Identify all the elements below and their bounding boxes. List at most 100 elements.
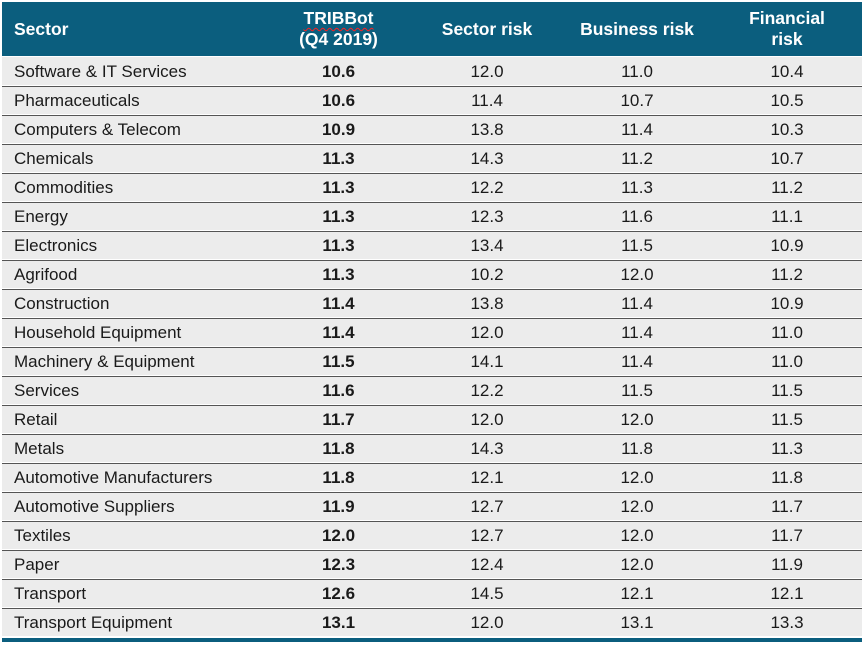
cell-financial-risk: 10.5 bbox=[770, 90, 804, 110]
table-row: Chemicals 11.3 14.3 11.2 10.7 bbox=[2, 144, 862, 172]
cell-sector-risk: 12.3 bbox=[470, 206, 504, 226]
cell-business-risk: 11.6 bbox=[621, 206, 653, 226]
cell-tribbot-score: 10.9 bbox=[321, 119, 356, 139]
cell-business-risk: 11.4 bbox=[621, 351, 653, 371]
col-header-business-risk: Business risk bbox=[580, 18, 694, 39]
cell-financial-risk: 10.4 bbox=[770, 61, 804, 81]
cell-tribbot-score: 11.3 bbox=[322, 206, 355, 226]
cell-financial-risk: 11.8 bbox=[771, 467, 803, 487]
cell-sector-risk: 12.0 bbox=[470, 612, 504, 632]
cell-sector-risk: 12.0 bbox=[470, 322, 504, 342]
cell-sector-risk: 10.2 bbox=[470, 264, 504, 284]
cell-sector-name: Pharmaceuticals bbox=[14, 90, 140, 110]
cell-financial-risk: 11.9 bbox=[771, 554, 803, 574]
table-row: Automotive Suppliers 11.9 12.7 12.0 11.7 bbox=[2, 492, 862, 520]
col-header-tribbot-word: TRIBBot bbox=[265, 8, 412, 29]
col-header-sector: Sector bbox=[14, 18, 69, 39]
cell-sector-risk: 14.3 bbox=[470, 438, 504, 458]
table-body: Software & IT Services 10.6 12.0 11.0 10… bbox=[2, 57, 862, 636]
cell-sector-risk: 14.3 bbox=[470, 148, 504, 168]
cell-business-risk: 11.8 bbox=[621, 438, 653, 458]
cell-sector-risk: 13.8 bbox=[470, 293, 504, 313]
cell-tribbot-score: 11.8 bbox=[322, 438, 355, 458]
cell-business-risk: 11.5 bbox=[621, 235, 653, 255]
cell-financial-risk: 11.2 bbox=[771, 264, 803, 284]
cell-sector-name: Construction bbox=[14, 293, 110, 313]
cell-sector-risk: 13.4 bbox=[470, 235, 504, 255]
cell-sector-risk: 14.5 bbox=[470, 583, 504, 603]
cell-sector-risk: 12.7 bbox=[470, 496, 504, 516]
cell-sector-name: Electronics bbox=[14, 235, 98, 255]
cell-business-risk: 11.2 bbox=[621, 148, 653, 168]
cell-financial-risk: 11.5 bbox=[771, 380, 803, 400]
cell-sector-name: Services bbox=[14, 380, 80, 400]
table-row: Transport Equipment 13.1 12.0 13.1 13.3 bbox=[2, 608, 862, 636]
table-row: Agrifood 11.3 10.2 12.0 11.2 bbox=[2, 260, 862, 288]
cell-business-risk: 11.5 bbox=[621, 380, 653, 400]
table-row: Automotive Manufacturers 11.8 12.1 12.0 … bbox=[2, 463, 862, 491]
cell-business-risk: 11.3 bbox=[621, 177, 653, 197]
cell-sector-name: Chemicals bbox=[14, 148, 94, 168]
cell-sector-name: Software & IT Services bbox=[14, 61, 187, 81]
col-header-financial-risk: Financial risk bbox=[712, 8, 862, 50]
cell-business-risk: 11.4 bbox=[621, 293, 653, 313]
cell-financial-risk: 11.5 bbox=[771, 409, 803, 429]
table-row: Retail 11.7 12.0 12.0 11.5 bbox=[2, 405, 862, 433]
col-header-financial-risk-line2: risk bbox=[771, 29, 803, 49]
cell-sector-name: Retail bbox=[14, 409, 58, 429]
table-header-row: Sector TRIBBot (Q4 2019) Sector risk Bus… bbox=[2, 2, 862, 56]
cell-tribbot-score: 12.3 bbox=[321, 554, 356, 574]
cell-tribbot-score: 10.6 bbox=[321, 90, 356, 110]
cell-financial-risk: 11.0 bbox=[771, 351, 803, 371]
cell-tribbot-score: 11.4 bbox=[322, 322, 355, 342]
cell-sector-name: Automotive Suppliers bbox=[14, 496, 175, 516]
col-header-tribbot-period: (Q4 2019) bbox=[299, 29, 378, 49]
cell-financial-risk: 11.3 bbox=[771, 438, 803, 458]
cell-sector-name: Household Equipment bbox=[14, 322, 182, 342]
cell-business-risk: 12.1 bbox=[620, 583, 654, 603]
cell-sector-risk: 12.0 bbox=[470, 409, 504, 429]
cell-tribbot-score: 11.3 bbox=[322, 148, 355, 168]
cell-tribbot-score: 13.1 bbox=[321, 612, 356, 632]
cell-sector-name: Transport Equipment bbox=[14, 612, 173, 632]
table-row: Construction 11.4 13.8 11.4 10.9 bbox=[2, 289, 862, 317]
cell-tribbot-score: 11.3 bbox=[322, 264, 355, 284]
cell-sector-name: Textiles bbox=[14, 525, 71, 545]
cell-tribbot-score: 11.3 bbox=[322, 235, 355, 255]
cell-sector-risk: 12.4 bbox=[470, 554, 504, 574]
cell-financial-risk: 11.1 bbox=[771, 206, 803, 226]
cell-sector-risk: 12.0 bbox=[470, 61, 504, 81]
cell-tribbot-score: 11.7 bbox=[322, 409, 355, 429]
cell-sector-name: Agrifood bbox=[14, 264, 78, 284]
cell-sector-risk: 12.7 bbox=[470, 525, 504, 545]
cell-business-risk: 12.0 bbox=[620, 554, 654, 574]
table-row: Pharmaceuticals 10.6 11.4 10.7 10.5 bbox=[2, 86, 862, 114]
cell-tribbot-score: 11.4 bbox=[322, 293, 355, 313]
cell-sector-name: Energy bbox=[14, 206, 68, 226]
cell-business-risk: 12.0 bbox=[620, 264, 654, 284]
table-row: Software & IT Services 10.6 12.0 11.0 10… bbox=[2, 57, 862, 85]
cell-financial-risk: 12.1 bbox=[770, 583, 804, 603]
cell-sector-name: Computers & Telecom bbox=[14, 119, 181, 139]
cell-sector-name: Machinery & Equipment bbox=[14, 351, 195, 371]
cell-sector-name: Automotive Manufacturers bbox=[14, 467, 213, 487]
table-row: Electronics 11.3 13.4 11.5 10.9 bbox=[2, 231, 862, 259]
cell-business-risk: 13.1 bbox=[620, 612, 654, 632]
table-row: Transport 12.6 14.5 12.1 12.1 bbox=[2, 579, 862, 607]
cell-sector-name: Metals bbox=[14, 438, 65, 458]
cell-tribbot-score: 10.6 bbox=[321, 61, 356, 81]
cell-sector-name: Paper bbox=[14, 554, 60, 574]
cell-business-risk: 12.0 bbox=[620, 467, 654, 487]
cell-financial-risk: 11.7 bbox=[771, 496, 803, 516]
tribbot-label-misspelled: TRIBBot bbox=[303, 8, 374, 28]
cell-business-risk: 10.7 bbox=[620, 90, 654, 110]
table-row: Services 11.6 12.2 11.5 11.5 bbox=[2, 376, 862, 404]
cell-sector-risk: 12.2 bbox=[470, 380, 504, 400]
cell-financial-risk: 10.7 bbox=[770, 148, 804, 168]
cell-business-risk: 12.0 bbox=[620, 409, 654, 429]
cell-tribbot-score: 12.6 bbox=[321, 583, 356, 603]
cell-sector-risk: 11.4 bbox=[471, 90, 503, 110]
col-header-financial-risk-line1: Financial bbox=[749, 8, 825, 28]
cell-financial-risk: 13.3 bbox=[770, 612, 804, 632]
